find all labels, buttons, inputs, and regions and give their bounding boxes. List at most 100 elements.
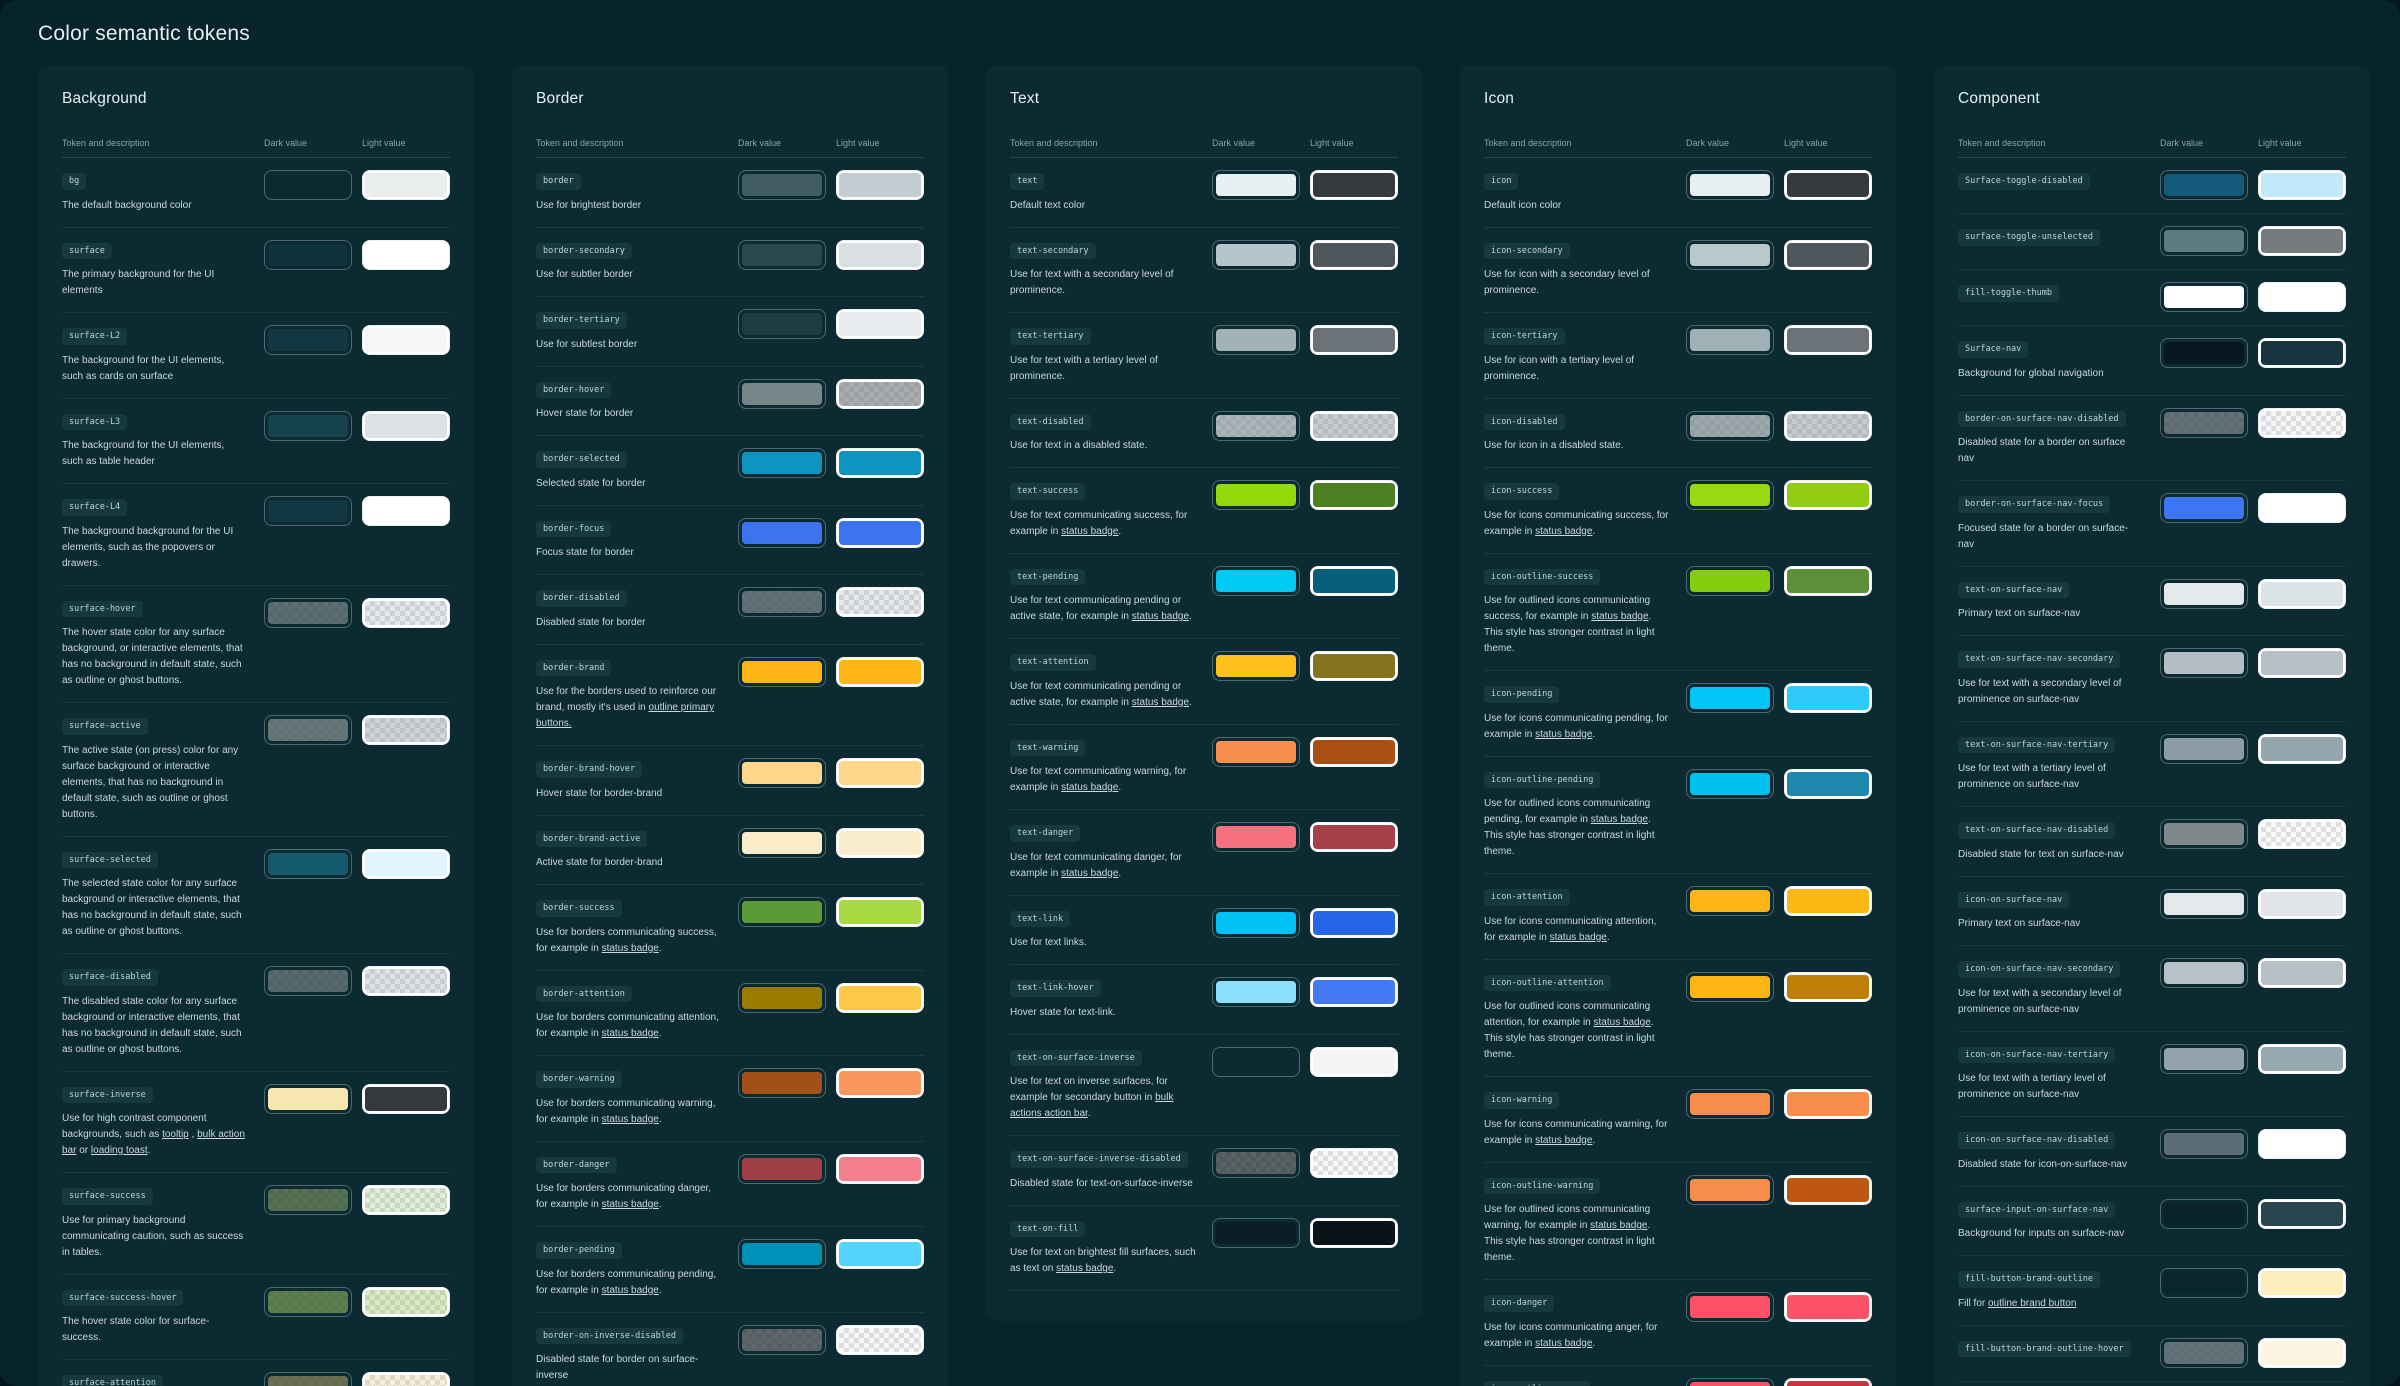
light-value-swatch xyxy=(836,1068,924,1098)
token-description: Use for icons communicating pending, for… xyxy=(1484,712,1668,740)
dark-value-swatch xyxy=(1686,1089,1774,1119)
token-chip: icon-outline-warning xyxy=(1484,1177,1601,1194)
table-row: text-pending Use for text communicating p… xyxy=(1010,554,1398,639)
dark-value-cell xyxy=(1686,565,1774,596)
description-link[interactable]: outline brand button xyxy=(1988,1297,2077,1309)
light-value-cell xyxy=(836,656,924,687)
table-row: text-link-hover Hover state for text-link… xyxy=(1010,965,1398,1035)
token-cell: surface The primary background for the UI… xyxy=(62,240,254,300)
token-cell: text-pending Use for text communicating p… xyxy=(1010,566,1202,626)
description-link[interactable]: status badge xyxy=(601,1028,659,1039)
token-chip: icon-tertiary xyxy=(1484,328,1565,345)
dark-value-swatch xyxy=(2160,648,2248,678)
light-value-swatch xyxy=(362,325,450,355)
light-value-swatch xyxy=(362,496,450,526)
description-link[interactable]: status badge xyxy=(601,1199,659,1210)
table-row: border-on-surface-nav-focus Focused state… xyxy=(1958,481,2346,567)
light-value-swatch xyxy=(362,848,450,879)
token-description: Use for text with a secondary level of p… xyxy=(1958,987,2122,1015)
light-value-cell xyxy=(836,170,924,200)
light-value-swatch xyxy=(836,587,924,617)
light-value-swatch xyxy=(836,239,924,270)
description-link[interactable]: status badge xyxy=(601,1113,659,1125)
table-row: surface-hover The hover state color for a… xyxy=(62,586,450,703)
token-chip: surface-attention xyxy=(62,1375,163,1386)
token-chip: surface-hover xyxy=(62,600,143,617)
light-value-swatch xyxy=(2258,226,2346,256)
description-link[interactable]: status badge xyxy=(1061,782,1119,793)
light-value-swatch xyxy=(362,1083,450,1114)
token-chip: icon-on-surface-nav-tertiary xyxy=(1958,1046,2116,1063)
token-cell: border-brand-active Active state for bord… xyxy=(536,828,728,872)
table-row: text-warning Use for text communicating w… xyxy=(1010,725,1398,810)
description-link[interactable]: status badge xyxy=(1535,1134,1593,1146)
dark-value-swatch xyxy=(264,170,352,200)
dark-value-swatch xyxy=(2160,170,2248,200)
description-link[interactable]: status badge xyxy=(1535,525,1593,537)
description-link[interactable]: status badge xyxy=(1590,814,1648,825)
description-link[interactable]: status badge xyxy=(1549,931,1607,943)
description-link[interactable]: outline primary buttons. xyxy=(536,702,715,729)
token-chip: surface-L2 xyxy=(62,328,128,345)
dark-value-swatch xyxy=(1686,170,1774,200)
description-link[interactable]: status badge xyxy=(1593,1017,1651,1028)
dark-value-swatch xyxy=(264,1083,352,1114)
token-chip: icon-attention xyxy=(1484,889,1570,906)
token-cell: border-success Use for borders communicat… xyxy=(536,897,728,957)
table-row: surface-selected The selected state color… xyxy=(62,837,450,954)
light-value-swatch xyxy=(362,966,450,996)
description-link[interactable]: bulk action bar xyxy=(62,1129,245,1156)
dark-value-cell xyxy=(2160,407,2248,438)
dark-value-swatch xyxy=(1212,410,1300,441)
token-description: The background for the UI elements, such… xyxy=(62,354,225,382)
token-chip: text-warning xyxy=(1010,739,1086,756)
description-link[interactable]: loading toast xyxy=(90,1145,148,1156)
description-link[interactable]: status badge xyxy=(1590,1220,1648,1231)
table-row: bg The default background color xyxy=(62,158,450,228)
token-cell: text-link Use for text links. xyxy=(1010,908,1202,952)
description-link[interactable]: status badge xyxy=(1131,696,1189,708)
description-link[interactable]: status badge xyxy=(1056,1263,1114,1274)
token-cell: icon-on-surface-nav Primary text on surfa… xyxy=(1958,889,2150,933)
dark-value-swatch xyxy=(1212,977,1300,1007)
dark-value-swatch xyxy=(1686,1377,1774,1386)
column-header-token: Token and description xyxy=(536,138,624,148)
token-chip: surface-success-hover xyxy=(62,1289,184,1306)
table-row: icon-attention Use for icons communicatin… xyxy=(1484,874,1872,960)
dark-value-cell xyxy=(1686,410,1774,441)
description-link[interactable]: status badge xyxy=(601,1284,659,1296)
description-link[interactable]: status badge xyxy=(1535,1337,1593,1349)
table-row: border-hover Hover state for border xyxy=(536,367,924,436)
token-cell: surface-inverse Use for high contrast com… xyxy=(62,1084,254,1160)
token-cell: text-on-surface-nav-disabled Disabled sta… xyxy=(1958,819,2150,863)
dark-value-cell xyxy=(264,325,352,355)
description-link[interactable]: status badge xyxy=(601,942,659,954)
description-link[interactable]: status badge xyxy=(1061,525,1119,537)
description-link[interactable]: tooltip xyxy=(162,1129,189,1140)
light-value-swatch xyxy=(836,1239,924,1269)
light-value-cell xyxy=(362,715,450,745)
table-row: border-brand-active Active state for bord… xyxy=(536,816,924,885)
dark-value-swatch xyxy=(264,496,352,526)
table-row: border-brand-hover Hover state for border… xyxy=(536,746,924,816)
description-link[interactable]: status badge xyxy=(1131,611,1189,622)
token-description: The active state (on press) color for an… xyxy=(62,744,239,820)
token-chip: icon-outline-pending xyxy=(1484,771,1601,788)
description-link[interactable]: bulk actions action bar xyxy=(1010,1092,1174,1119)
column-header-dark-value: Dark value xyxy=(2160,138,2204,148)
token-description: Focus state for border xyxy=(536,547,634,558)
light-value-swatch xyxy=(362,239,450,270)
dark-value-cell xyxy=(1686,1292,1774,1322)
dark-value-cell xyxy=(2160,1129,2248,1159)
table-row: text-danger Use for text communicating da… xyxy=(1010,810,1398,896)
table-row: icon-outline-pending Use for outlined ico… xyxy=(1484,757,1872,874)
light-value-swatch xyxy=(1310,410,1398,441)
description-link[interactable]: status badge xyxy=(1535,728,1593,740)
dark-value-cell xyxy=(1686,1377,1774,1386)
token-cell: text-tertiary Use for text with a tertiar… xyxy=(1010,325,1202,385)
token-description: Use for icons communicating success, for… xyxy=(1484,509,1669,537)
dark-value-cell xyxy=(1686,1089,1774,1119)
description-link[interactable]: status badge xyxy=(1061,867,1119,879)
dark-value-cell xyxy=(1212,239,1300,270)
description-link[interactable]: status badge xyxy=(1591,611,1649,622)
